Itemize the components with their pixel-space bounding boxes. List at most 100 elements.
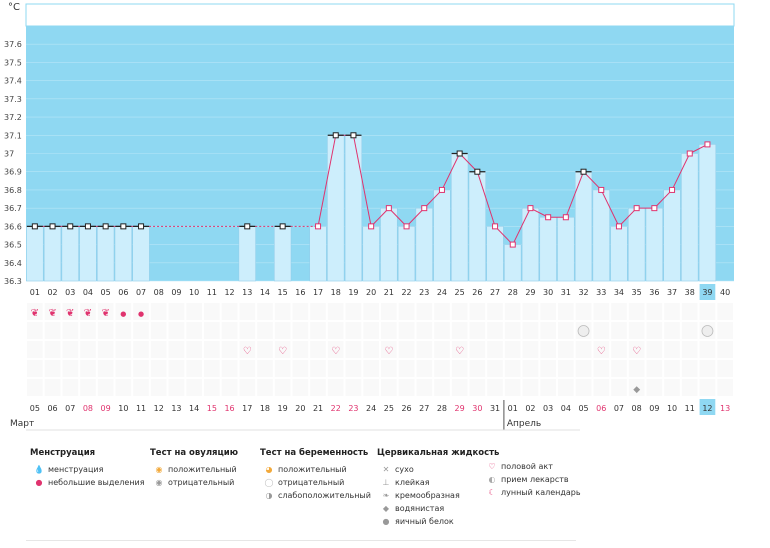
symbol-cell bbox=[416, 341, 433, 358]
temperature-point bbox=[120, 223, 127, 230]
temperature-line bbox=[441, 153, 461, 191]
symbol-cell bbox=[381, 341, 397, 358]
symbol-cell bbox=[327, 303, 344, 320]
divider bbox=[26, 540, 576, 541]
symbol-cell bbox=[186, 341, 202, 358]
cycle-day-label: 18 bbox=[331, 288, 341, 297]
symbol-cell bbox=[310, 360, 326, 377]
symbol-cell bbox=[628, 303, 645, 320]
symbol-cell bbox=[80, 303, 96, 320]
symbol-cell bbox=[257, 341, 273, 358]
symbol-cell bbox=[133, 322, 149, 339]
cycle-day-label: 17 bbox=[313, 288, 323, 297]
symbol-cell bbox=[699, 341, 716, 358]
symbol-cell bbox=[274, 322, 291, 339]
symbol-cell bbox=[27, 322, 43, 339]
symbol-cell bbox=[327, 322, 344, 339]
date-label: 10 bbox=[667, 404, 677, 413]
symbol-cell bbox=[593, 303, 610, 320]
symbol-cell bbox=[593, 360, 610, 377]
symbol-cell bbox=[327, 341, 344, 358]
symbol-cell bbox=[593, 379, 610, 396]
pregnancy-test-negative-icon bbox=[701, 325, 714, 337]
symbol-cell bbox=[345, 341, 362, 358]
legend-ovulation: Тест на овуляцию ◉ положительный ◉ отрицат… bbox=[150, 447, 238, 489]
date-label: 30 bbox=[472, 404, 482, 413]
temperature-point bbox=[492, 223, 499, 230]
temperature-line bbox=[352, 135, 372, 227]
temperature-bar bbox=[362, 226, 380, 282]
temperature-bar bbox=[43, 226, 62, 282]
heart-icon: ♡ bbox=[632, 346, 641, 357]
cycle-day-label: 35 bbox=[632, 288, 642, 297]
temperature-point bbox=[84, 223, 91, 230]
symbol-cell bbox=[239, 360, 256, 377]
symbol-cell bbox=[204, 341, 220, 358]
legend-label: сухо bbox=[395, 465, 414, 474]
cycle-day-label: 39 bbox=[702, 288, 712, 297]
symbol-cell bbox=[504, 341, 521, 358]
cycle-day-label: 37 bbox=[667, 288, 677, 297]
symbol-cell bbox=[221, 322, 238, 339]
symbol-cell bbox=[150, 322, 167, 339]
symbol-cell bbox=[646, 360, 663, 377]
legend-title: Цервикальная жидкость bbox=[377, 448, 500, 458]
date-label: 08 bbox=[632, 404, 642, 413]
symbol-cell bbox=[80, 379, 96, 396]
temperature-point bbox=[67, 223, 74, 230]
date-label: 27 bbox=[419, 404, 429, 413]
legend-label: небольшие выделения bbox=[48, 478, 145, 487]
symbol-cell bbox=[292, 379, 309, 396]
symbol-cell bbox=[133, 341, 149, 358]
date-label: 03 bbox=[543, 404, 553, 413]
heart-icon: ♡ bbox=[243, 346, 252, 357]
date-label: 23 bbox=[348, 404, 358, 413]
cycle-day-label: 34 bbox=[614, 288, 624, 297]
symbol-cell bbox=[115, 360, 132, 377]
symbol-cell bbox=[664, 379, 680, 396]
symbol-cell bbox=[522, 341, 539, 358]
date-label: 06 bbox=[596, 404, 606, 413]
symbol-cell bbox=[593, 322, 610, 339]
cycle-day-label: 02 bbox=[47, 288, 57, 297]
symbol-cell bbox=[381, 360, 397, 377]
symbol-cell bbox=[717, 322, 733, 339]
symbol-cell bbox=[292, 322, 309, 339]
symbol-cell bbox=[664, 303, 680, 320]
legend-cervical: Цервикальная жидкость ✕ сухо ⊥ клейкая ❧ кр… bbox=[377, 447, 499, 528]
heart-icon: ♡ bbox=[455, 346, 464, 357]
temperature-point bbox=[562, 214, 569, 221]
symbol-cell bbox=[628, 379, 645, 396]
symbol-cell bbox=[168, 341, 185, 358]
symbol-cell bbox=[27, 379, 43, 396]
symbol-cell bbox=[451, 322, 468, 339]
moon-icon: ☾ bbox=[488, 488, 496, 497]
symbol-cell bbox=[451, 360, 468, 377]
symbol-cell bbox=[717, 341, 733, 358]
date-label: 31 bbox=[490, 404, 500, 413]
cycle-day-label: 30 bbox=[543, 288, 553, 297]
symbol-cell bbox=[168, 303, 185, 320]
symbol-cell bbox=[416, 303, 433, 320]
symbol-cell bbox=[487, 341, 503, 358]
symbol-cell bbox=[221, 379, 238, 396]
symbol-cell bbox=[292, 303, 309, 320]
bbt-chart: °C 37.6 37.5 37.4 37.3 37.2 37.1 37 36.9 36.8 36.7… bbox=[4, 2, 735, 431]
temperature-point bbox=[669, 186, 676, 193]
temperature-bar bbox=[380, 207, 398, 282]
temperature-point bbox=[315, 223, 322, 230]
pregnancy-negative-icon: ◯ bbox=[264, 478, 274, 487]
symbol-cell bbox=[522, 303, 539, 320]
temperature-line bbox=[653, 189, 673, 209]
symbol-cell bbox=[150, 303, 167, 320]
symbol-cell bbox=[62, 379, 79, 396]
symbol-cell bbox=[381, 379, 397, 396]
date-label: 04 bbox=[561, 404, 571, 413]
symbol-cell bbox=[434, 341, 450, 358]
symbol-cell bbox=[558, 360, 574, 377]
plot-top-band bbox=[25, 3, 735, 27]
pregnancy-weak-icon: ◑ bbox=[265, 491, 273, 500]
cycle-day-label: 08 bbox=[154, 288, 164, 297]
watery-icon: ◆ bbox=[633, 385, 640, 395]
symbol-cell bbox=[97, 322, 114, 339]
